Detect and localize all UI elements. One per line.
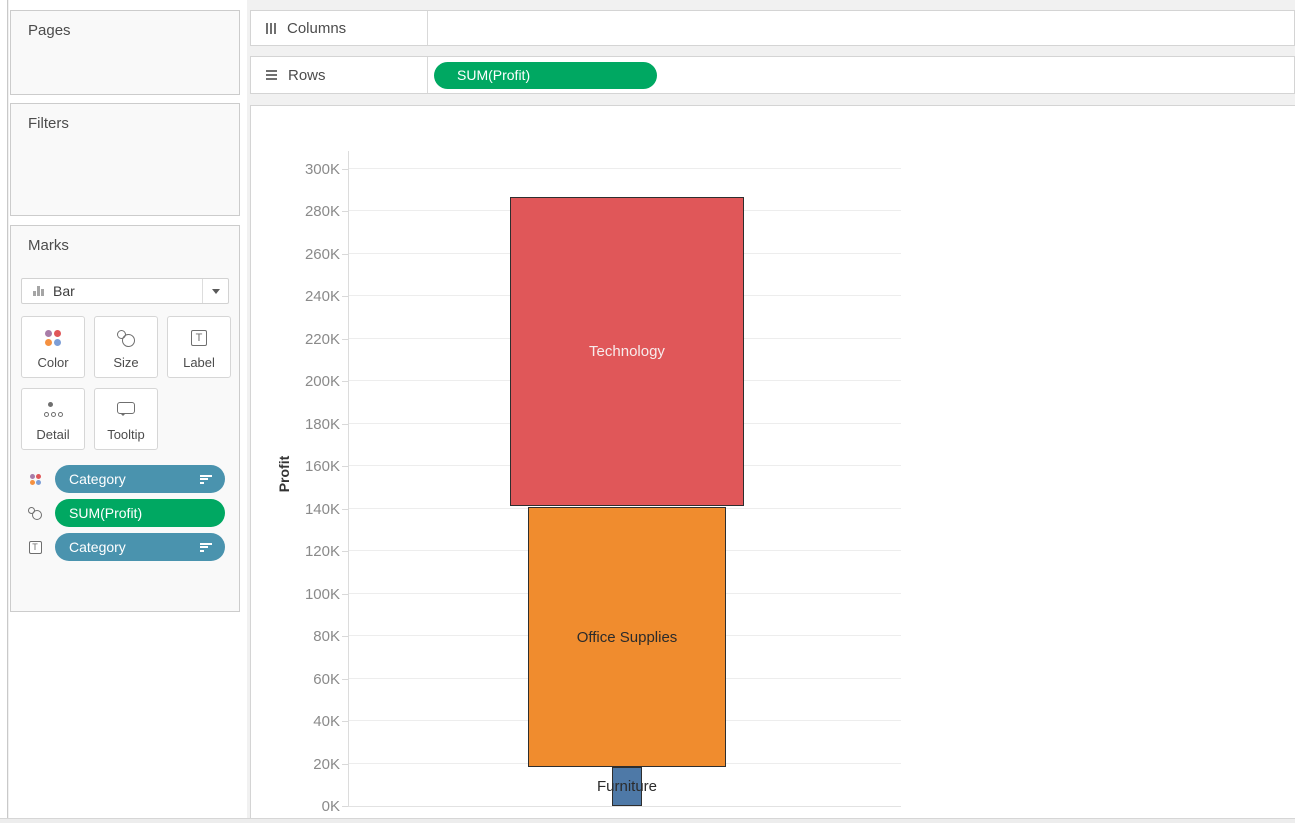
label-button-label: Label — [183, 355, 215, 370]
y-tick-mark — [342, 551, 348, 552]
bar-office-supplies[interactable]: Office Supplies — [528, 507, 726, 767]
y-tick-label: 0K — [321, 798, 340, 815]
y-tick-mark — [342, 721, 348, 722]
label-encoding-row: T Category — [23, 533, 229, 561]
y-tick-mark — [342, 168, 348, 170]
y-tick-mark — [342, 338, 348, 340]
y-tick-label: 120K — [304, 543, 340, 560]
sort-descending-icon[interactable] — [200, 541, 213, 553]
size-encoding-row: SUM(Profit) — [23, 499, 229, 527]
y-tick-label: 40K — [313, 713, 340, 730]
y-tick-label: 60K — [313, 670, 340, 688]
y-tick-label: 80K — [313, 628, 340, 645]
pill-text: SUM(Profit) — [457, 67, 531, 83]
pages-title: Pages — [28, 22, 71, 39]
color-button-label: Color — [37, 355, 69, 370]
status-bar-strip — [0, 818, 1295, 823]
detail-button[interactable]: Detail — [21, 388, 85, 450]
size-button[interactable]: Size — [94, 316, 158, 378]
mark-type-dropdown-arrow[interactable] — [202, 279, 228, 303]
y-tick-mark — [342, 508, 348, 510]
y-tick-label: 140K — [304, 500, 340, 518]
rows-shelf[interactable]: Rows SUM(Profit) — [250, 56, 1295, 94]
marks-card: Marks Bar Color Size T Label Detail Tool… — [10, 225, 240, 612]
bar-label: Furniture — [596, 778, 658, 795]
filters-shelf[interactable]: Filters — [10, 103, 240, 216]
chevron-down-icon — [211, 288, 220, 294]
y-tick-mark — [342, 806, 348, 807]
gridline — [349, 167, 901, 169]
pages-shelf[interactable]: Pages — [10, 10, 240, 95]
collapsed-data-pane-edge[interactable] — [0, 0, 8, 823]
bar-furniture[interactable]: Furniture — [597, 767, 657, 806]
pill-category-color[interactable]: Category — [55, 465, 225, 493]
y-tick-mark — [342, 678, 348, 680]
y-tick-label: 300K — [304, 160, 340, 178]
label-icon: T — [191, 330, 207, 346]
bar-mark-icon — [33, 286, 44, 296]
sort-descending-icon[interactable] — [200, 473, 213, 485]
y-tick-label: 160K — [304, 458, 340, 475]
bar-label: Technology — [589, 343, 665, 360]
tooltip-button[interactable]: Tooltip — [94, 388, 158, 450]
y-tick-label: 240K — [304, 288, 340, 305]
y-tick-mark — [342, 381, 348, 382]
tooltip-button-label: Tooltip — [107, 427, 145, 442]
bar-label: Office Supplies — [576, 628, 678, 646]
y-tick-label: 200K — [304, 373, 340, 390]
size-icon — [117, 330, 135, 347]
y-tick-mark — [342, 763, 348, 765]
mark-type-dropdown[interactable]: Bar — [21, 278, 229, 304]
y-tick-label: 100K — [304, 585, 340, 603]
y-tick-mark — [342, 211, 348, 212]
pill-sum-profit-rows[interactable]: SUM(Profit) — [434, 61, 657, 89]
pill-text: Category — [69, 539, 126, 555]
y-tick-label: 180K — [304, 415, 340, 433]
label-button[interactable]: T Label — [167, 316, 231, 378]
size-button-label: Size — [113, 355, 139, 370]
y-tick-mark — [342, 593, 348, 595]
pill-text: Category — [69, 471, 126, 487]
y-axis-ticks — [342, 151, 348, 807]
size-icon — [28, 506, 42, 520]
filters-title: Filters — [28, 115, 69, 132]
y-tick-mark — [342, 423, 348, 425]
rows-shelf-label: Rows — [251, 57, 428, 93]
tooltip-icon — [117, 402, 135, 416]
pill-sum-profit-size[interactable]: SUM(Profit) — [55, 499, 225, 527]
detail-icon — [43, 402, 63, 417]
y-tick-mark — [342, 636, 348, 637]
chart-view: Profit 0K 20K 40K 60K 80K 100K 120K 140K 160K 180… — [250, 105, 1295, 818]
y-tick-label: 20K — [313, 755, 340, 773]
marks-title: Marks — [28, 237, 69, 254]
y-tick-mark — [342, 296, 348, 297]
y-tick-mark — [342, 253, 348, 255]
plot-pane: Furniture Office Supplies Technology — [348, 151, 901, 807]
y-tick-label: 280K — [304, 203, 340, 220]
y-tick-label: 260K — [304, 245, 340, 263]
detail-button-label: Detail — [36, 427, 70, 442]
color-button[interactable]: Color — [21, 316, 85, 378]
bar-technology[interactable]: Technology — [510, 197, 744, 506]
label-icon: T — [28, 540, 42, 554]
pill-category-label[interactable]: Category — [55, 533, 225, 561]
y-tick-mark — [342, 466, 348, 467]
color-icon — [29, 473, 41, 485]
mark-type-value: Bar — [53, 283, 75, 299]
columns-shelf-label: Columns — [251, 11, 428, 45]
columns-shelf[interactable]: Columns — [250, 10, 1295, 46]
y-tick-label: 220K — [304, 330, 340, 348]
columns-icon — [266, 22, 276, 34]
color-encoding-row: Category — [23, 465, 229, 493]
color-icon — [45, 330, 61, 346]
y-axis-labels: 0K 20K 40K 60K 80K 100K 120K 140K 160K 180K 200K 22… — [251, 151, 346, 816]
rows-icon — [266, 70, 277, 80]
pill-text: SUM(Profit) — [69, 505, 143, 521]
